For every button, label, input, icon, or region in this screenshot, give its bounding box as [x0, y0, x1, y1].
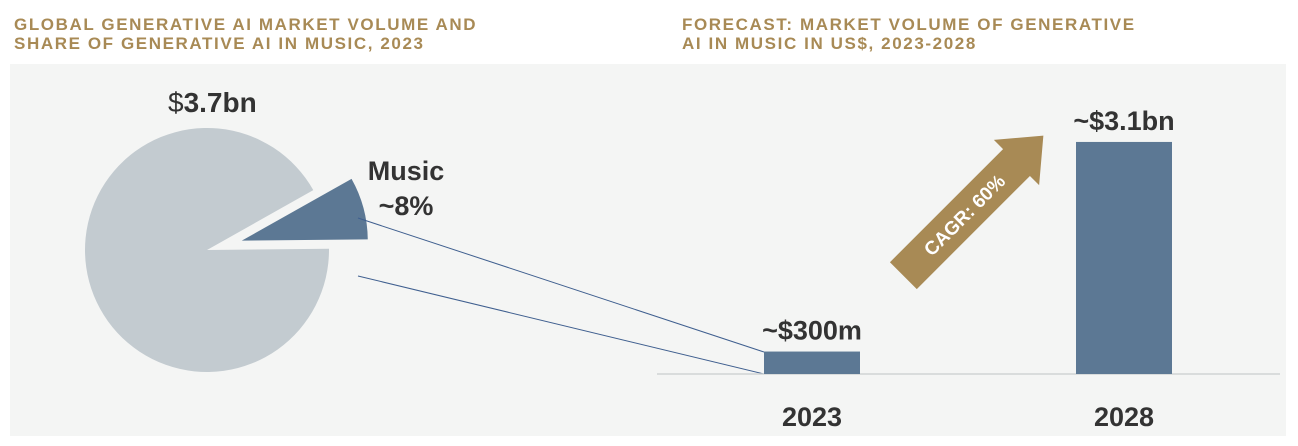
- pie-total-prefix: $: [168, 87, 184, 118]
- pie-chart-title: GLOBAL GENERATIVE AI MARKET VOLUME AND S…: [14, 15, 574, 53]
- bar-value-label-2023: ~$300m: [762, 316, 862, 346]
- music-slice-label: Music: [368, 156, 445, 186]
- connector-line-top: [357, 217, 765, 353]
- x-tick-label-2023: 2023: [782, 402, 842, 432]
- bar-title-line-2: AI IN MUSIC IN US$, 2023-2028: [682, 34, 977, 53]
- cagr-label: CAGR: 60%: [920, 171, 1010, 261]
- x-tick-label-2028: 2028: [1094, 402, 1154, 432]
- bar-2023: [764, 351, 860, 374]
- pie-slice-music: [241, 178, 368, 241]
- cagr-arrow: CAGR: 60%: [889, 135, 1044, 290]
- pie-title-line-2: SHARE OF GENERATIVE AI IN MUSIC, 2023: [14, 34, 425, 53]
- connector-line-bottom: [357, 275, 765, 375]
- bar-title-line-1: FORECAST: MARKET VOLUME OF GENERATIVE: [682, 15, 1136, 34]
- pie-chart: $3.7bn Music ~8%: [85, 87, 444, 372]
- bar-chart: ~$300m ~$3.1bn 2023 2028: [657, 106, 1280, 432]
- cagr-arrow-shape: [889, 135, 1044, 290]
- bar-2028: [1076, 141, 1172, 374]
- pie-slice-other: [85, 128, 329, 372]
- pie-total-label: $3.7bn: [168, 87, 257, 118]
- pie-title-line-1: GLOBAL GENERATIVE AI MARKET VOLUME AND: [14, 15, 478, 34]
- music-slice-value: ~8%: [379, 191, 434, 221]
- bar-value-label-2028: ~$3.1bn: [1073, 106, 1174, 136]
- pie-total-value: 3.7bn: [184, 87, 257, 118]
- bar-chart-title: FORECAST: MARKET VOLUME OF GENERATIVE AI…: [682, 15, 1242, 53]
